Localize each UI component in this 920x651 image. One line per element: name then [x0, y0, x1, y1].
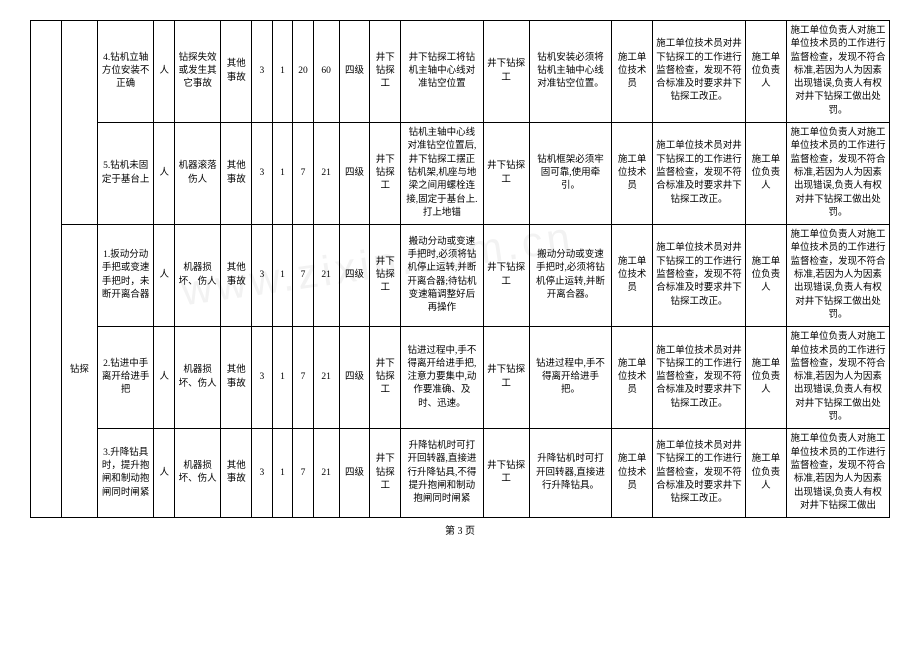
cell: 其他事故 [221, 123, 252, 225]
cell: 施工单位技术员 [612, 21, 653, 123]
cell: 施工单位技术员对井下钻探工的工作进行监督检查，发现不符合标准及时要求井下钻探工改… [653, 429, 746, 518]
cell: 21 [313, 225, 339, 327]
cell: 施工单位技术员 [612, 327, 653, 429]
cell: 井下钻探工 [370, 21, 401, 123]
cell: 井下钻探工 [483, 123, 529, 225]
cell: 升降钻机时可打开回转器,直接进行升降钻具,不得提升抱闸和制动抱闸同时闸紧 [401, 429, 483, 518]
cell: 施工单位技术员 [612, 429, 653, 518]
cell: 机器损坏、伤人 [174, 225, 220, 327]
cell: 施工单位技术员对井下钻探工的工作进行监督检查，发现不符合标准及时要求井下钻探工改… [653, 123, 746, 225]
cell: 机器滚落伤人 [174, 123, 220, 225]
cell: 3 [252, 429, 273, 518]
cell: 1 [272, 123, 293, 225]
table-row: 3.升降钻具时，提升抱闸和制动抱闸同时闸紧人机器损坏、伤人其他事故31721四级… [31, 429, 890, 518]
cell: 21 [313, 327, 339, 429]
cell: 3 [252, 225, 273, 327]
cell: 2.钻进中手离开给进手把 [97, 327, 154, 429]
cell: 施工单位负责人对施工单位技术员的工作进行监督检查，发现不符合标准,若因为人为因素… [786, 429, 889, 518]
cell: 井下钻探工 [370, 327, 401, 429]
cell: 钻机主轴中心线对准钻空位置后,井下钻探工摆正钻机架,机座与地梁之间用螺栓连接,固… [401, 123, 483, 225]
cell: 人 [154, 225, 175, 327]
cell: 其他事故 [221, 21, 252, 123]
cell: 其他事故 [221, 225, 252, 327]
cell: 人 [154, 21, 175, 123]
group-col-2-top [61, 21, 97, 225]
page-number: 第 3 页 [30, 522, 890, 537]
cell: 1 [272, 429, 293, 518]
cell: 施工单位负责人 [745, 327, 786, 429]
cell: 施工单位技术员对井下钻探工的工作进行监督检查，发现不符合标准及时要求井下钻探工改… [653, 327, 746, 429]
cell: 四级 [339, 327, 370, 429]
table-container: 4.钻机立轴方位安装不正确人钻探失效或发生其它事故其他事故312060四级井下钻… [30, 20, 890, 518]
group-col-1 [31, 21, 62, 518]
group-col-2: 钻探 [61, 225, 97, 518]
cell: 21 [313, 429, 339, 518]
cell: 井下钻探工 [370, 429, 401, 518]
cell: 人 [154, 327, 175, 429]
cell: 施工单位负责人 [745, 123, 786, 225]
cell: 施工单位技术员 [612, 225, 653, 327]
cell: 施工单位负责人对施工单位技术员的工作进行监督检查，发现不符合标准,若因为人为因素… [786, 123, 889, 225]
cell: 四级 [339, 225, 370, 327]
cell: 井下钻探工 [370, 225, 401, 327]
cell: 四级 [339, 429, 370, 518]
cell: 4.钻机立轴方位安装不正确 [97, 21, 154, 123]
cell: 四级 [339, 123, 370, 225]
cell: 其他事故 [221, 429, 252, 518]
cell: 施工单位负责人对施工单位技术员的工作进行监督检查，发现不符合标准,若因为人为因素… [786, 225, 889, 327]
cell: 7 [293, 327, 314, 429]
cell: 其他事故 [221, 327, 252, 429]
cell: 四级 [339, 21, 370, 123]
cell: 施工单位技术员对井下钻探工的工作进行监督检查，发现不符合标准及时要求井下钻探工改… [653, 225, 746, 327]
cell: 3 [252, 21, 273, 123]
cell: 钻进过程中,手不得离开给进手把。 [529, 327, 611, 429]
cell: 1.扳动分动手把或变速手把时，未断开离合器 [97, 225, 154, 327]
cell: 3 [252, 327, 273, 429]
cell: 钻机框架必须牢固可靠,使用牵引。 [529, 123, 611, 225]
cell: 3.升降钻具时，提升抱闸和制动抱闸同时闸紧 [97, 429, 154, 518]
cell: 施工单位负责人 [745, 21, 786, 123]
cell: 施工单位负责人 [745, 429, 786, 518]
cell: 1 [272, 225, 293, 327]
cell: 7 [293, 429, 314, 518]
cell: 施工单位技术员对井下钻探工的工作进行监督检查，发现不符合标准及时要求井下钻探工改… [653, 21, 746, 123]
cell: 人 [154, 429, 175, 518]
cell: 井下钻探工 [370, 123, 401, 225]
table-row: 4.钻机立轴方位安装不正确人钻探失效或发生其它事故其他事故312060四级井下钻… [31, 21, 890, 123]
cell: 井下钻探工 [483, 327, 529, 429]
cell: 1 [272, 327, 293, 429]
cell: 7 [293, 123, 314, 225]
cell: 搬动分动或变速手把时,必须将钻机停止运转,并断开离合器。 [529, 225, 611, 327]
cell: 井下钻探工 [483, 225, 529, 327]
cell: 钻机安装必须将钻机主轴中心线对准钻空位置。 [529, 21, 611, 123]
cell: 机器损坏、伤人 [174, 429, 220, 518]
cell: 钻进过程中,手不得离开给进手把,注意力要集中,动作要准确、及时、迅速。 [401, 327, 483, 429]
cell: 井下钻探工将钻机主轴中心线对准钻空位置 [401, 21, 483, 123]
cell: 60 [313, 21, 339, 123]
cell: 升降钻机时可打开回转器,直接进行升降钻具。 [529, 429, 611, 518]
cell: 井下钻探工 [483, 429, 529, 518]
risk-table: 4.钻机立轴方位安装不正确人钻探失效或发生其它事故其他事故312060四级井下钻… [30, 20, 890, 518]
cell: 钻探失效或发生其它事故 [174, 21, 220, 123]
cell: 施工单位技术员 [612, 123, 653, 225]
table-row: 钻探1.扳动分动手把或变速手把时，未断开离合器人机器损坏、伤人其他事故31721… [31, 225, 890, 327]
cell: 5.钻机未固定于基台上 [97, 123, 154, 225]
table-row: 5.钻机未固定于基台上人机器滚落伤人其他事故31721四级井下钻探工钻机主轴中心… [31, 123, 890, 225]
table-row: 2.钻进中手离开给进手把人机器损坏、伤人其他事故31721四级井下钻探工钻进过程… [31, 327, 890, 429]
cell: 井下钻探工 [483, 21, 529, 123]
cell: 人 [154, 123, 175, 225]
cell: 搬动分动或变速手把时,必须将钻机停止运转,并断开离合器;待钻机变速箱调整好后再操… [401, 225, 483, 327]
cell: 机器损坏、伤人 [174, 327, 220, 429]
cell: 7 [293, 225, 314, 327]
cell: 3 [252, 123, 273, 225]
cell: 施工单位负责人对施工单位技术员的工作进行监督检查，发现不符合标准,若因为人为因素… [786, 21, 889, 123]
cell: 施工单位负责人 [745, 225, 786, 327]
cell: 1 [272, 21, 293, 123]
cell: 21 [313, 123, 339, 225]
cell: 施工单位负责人对施工单位技术员的工作进行监督检查，发现不符合标准,若因为人为因素… [786, 327, 889, 429]
cell: 20 [293, 21, 314, 123]
